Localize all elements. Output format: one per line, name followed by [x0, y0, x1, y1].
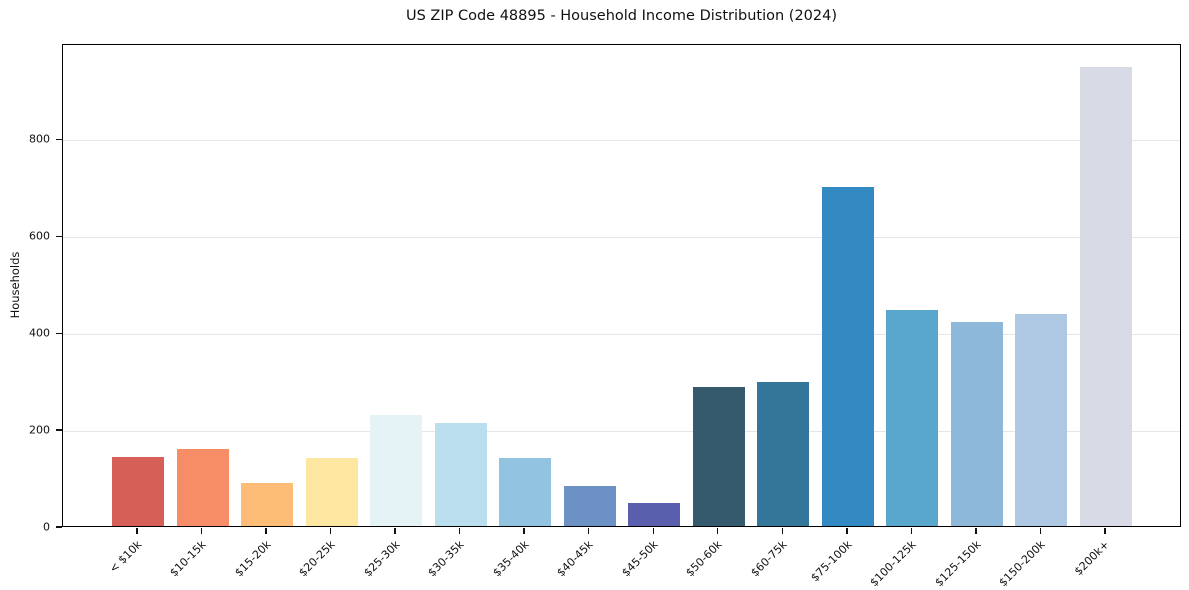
bar-10-15k	[176, 448, 229, 526]
bar-10k	[112, 457, 164, 526]
plot-area	[62, 44, 1181, 527]
bar-20-25k	[305, 457, 358, 526]
x-tick-200k	[1104, 528, 1106, 534]
x-tick-label-text: $15-20k	[231, 538, 274, 580]
x-tick-10-15k	[200, 528, 203, 534]
x-tick-60-75k	[781, 528, 784, 534]
x-tick-20-25k	[329, 528, 332, 534]
y-tick-label-0: 0	[43, 520, 50, 534]
x-tick-125-150k	[975, 528, 977, 534]
x-tick-label-text: $25-30k	[361, 538, 403, 580]
x-tick-150-200k	[1039, 528, 1042, 534]
y-tick-label-400: 400	[29, 326, 50, 340]
chart-title: US ZIP Code 48895 - Household Income Dis…	[405, 8, 838, 24]
x-tick-label-text: $60-75k	[748, 538, 790, 580]
y-tick-800	[56, 138, 62, 141]
x-tick-label-text: $40-45k	[554, 538, 596, 580]
x-tick-label-text: $30-35k	[425, 538, 467, 580]
y-axis-label: Households	[8, 251, 22, 319]
gridline-400	[63, 334, 1180, 336]
x-tick-label-text: $50-60k	[683, 538, 725, 580]
x-tick-50-60k	[717, 528, 719, 534]
y-tick-600	[56, 235, 62, 238]
x-tick-35-40k	[523, 528, 525, 534]
bar-40-45k	[563, 485, 616, 526]
x-tick-label-text: $200k+	[1072, 538, 1113, 579]
bar-35-40k	[499, 458, 552, 526]
x-tick-label-text: $35-40k	[490, 538, 532, 580]
x-tick-30-35k	[458, 528, 461, 534]
gridline-800	[63, 140, 1180, 142]
x-tick-40-45k	[588, 528, 590, 534]
bar-125-150k	[950, 321, 1003, 526]
x-tick-label-text: < $10k	[106, 538, 145, 576]
y-tick-200	[56, 429, 62, 431]
x-tick-label-text: $45-50k	[619, 538, 661, 580]
bar-75-100k	[821, 186, 874, 526]
x-tick-label-text: $150-200k	[996, 538, 1048, 590]
y-tick-label-600: 600	[29, 229, 50, 243]
x-tick-label-text: $20-25k	[296, 538, 338, 580]
x-tick-15-20k	[265, 528, 267, 534]
x-tick-45-50k	[652, 528, 654, 534]
bar-30-35k	[434, 422, 487, 526]
y-tick-label-200: 200	[29, 423, 50, 437]
x-tick-label-text: $125-150k	[931, 538, 984, 590]
bar-25-30k	[370, 414, 423, 526]
x-tick-label-text: $100-125k	[867, 538, 919, 590]
x-tick-100-125k	[910, 528, 913, 534]
bar-45-50k	[628, 502, 681, 526]
y-tick-400	[56, 332, 62, 334]
gridline-600	[63, 237, 1180, 239]
x-tick-label-text: $75-100k	[807, 538, 855, 585]
bar-100-125k	[886, 310, 939, 526]
bar-200k	[1079, 66, 1132, 526]
x-tick-25-30k	[394, 528, 396, 534]
bar-150-200k	[1015, 314, 1068, 526]
x-tick-75-100k	[846, 528, 848, 534]
x-tick-label-text: $10-15k	[167, 538, 209, 580]
gridline-200	[63, 431, 1180, 433]
x-tick-10k	[136, 528, 138, 534]
bar-50-60k	[692, 387, 745, 526]
y-tick-0	[56, 526, 62, 528]
bar-60-75k	[757, 382, 810, 526]
y-tick-label-800: 800	[29, 132, 50, 146]
bar-15-20k	[241, 483, 294, 526]
